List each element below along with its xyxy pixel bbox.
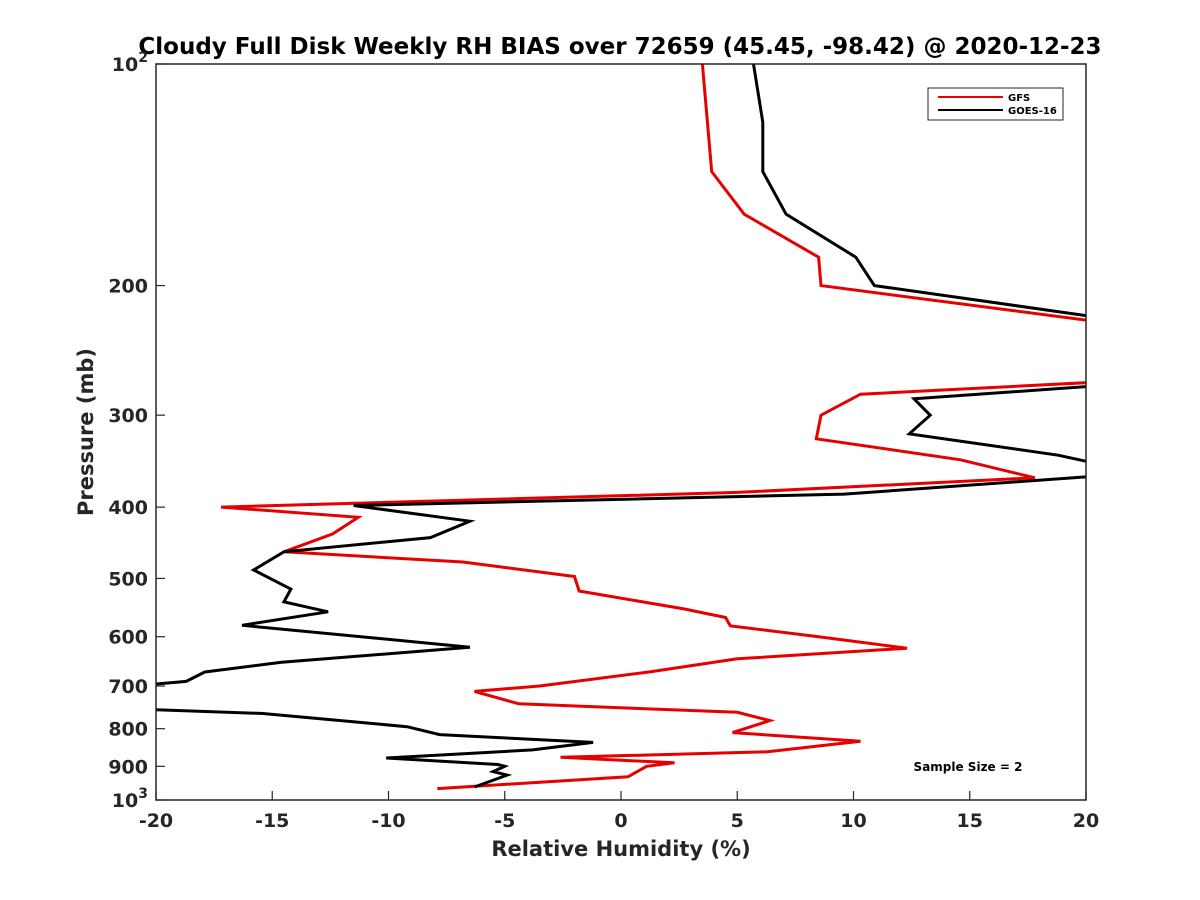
x-tick-label: 20 xyxy=(1073,810,1099,832)
y-tick-label: 500 xyxy=(108,568,148,590)
legend-box xyxy=(927,87,1064,121)
y-tick-base: 400 xyxy=(108,497,148,519)
series-line-goes16 xyxy=(156,64,1086,789)
x-axis: -20 -15 -10 -5 0 5 10 15 20 xyxy=(139,791,1099,832)
y-tick-base: 700 xyxy=(108,676,148,698)
y-tick-exponent: 2 xyxy=(138,50,148,66)
y-tick-base: 10 xyxy=(112,54,138,76)
chart-title: Cloudy Full Disk Weekly RH BIAS over 726… xyxy=(138,34,1101,60)
y-tick-label: 102 xyxy=(112,50,148,76)
y-tick-label: 900 xyxy=(108,756,148,778)
y-tick-label: 300 xyxy=(108,405,148,427)
plot-frame xyxy=(155,63,1087,801)
sample-size-annotation: Sample Size = 2 xyxy=(914,760,1023,774)
y-tick-label: 700 xyxy=(108,676,148,698)
x-axis-label: Relative Humidity (%) xyxy=(491,837,750,861)
y-tick-label: 400 xyxy=(108,497,148,519)
x-tick-label: -10 xyxy=(371,810,405,832)
y-tick-base: 300 xyxy=(108,405,148,427)
legend-label-gfs: GFS xyxy=(1008,93,1030,104)
y-tick-label: 103 xyxy=(112,786,148,812)
legend-label-goes16: GOES-16 xyxy=(1008,106,1057,117)
x-tick-label: 5 xyxy=(731,810,744,832)
x-tick-label: -20 xyxy=(139,810,173,832)
y-tick-base: 200 xyxy=(108,276,148,298)
y-tick-label: 200 xyxy=(108,276,148,298)
y-tick-label: 600 xyxy=(108,627,148,649)
y-tick-exponent: 3 xyxy=(138,786,148,802)
y-tick-base: 900 xyxy=(108,756,148,778)
legend: GFS GOES-16 xyxy=(927,87,1064,121)
x-tick-label: -15 xyxy=(255,810,289,832)
x-tick-label: 10 xyxy=(840,810,866,832)
y-tick-label: 800 xyxy=(108,719,148,741)
x-tick-label: -5 xyxy=(494,810,515,832)
series-layer xyxy=(156,64,1086,791)
y-tick-base: 500 xyxy=(108,568,148,590)
series-line-gfs xyxy=(220,64,1086,791)
y-tick-base: 800 xyxy=(108,719,148,741)
x-tick-label: 15 xyxy=(957,810,983,832)
y-axis-label: Pressure (mb) xyxy=(74,348,98,516)
y-tick-base: 10 xyxy=(112,790,138,812)
x-tick-label: 0 xyxy=(614,810,627,832)
y-tick-base: 600 xyxy=(108,627,148,649)
